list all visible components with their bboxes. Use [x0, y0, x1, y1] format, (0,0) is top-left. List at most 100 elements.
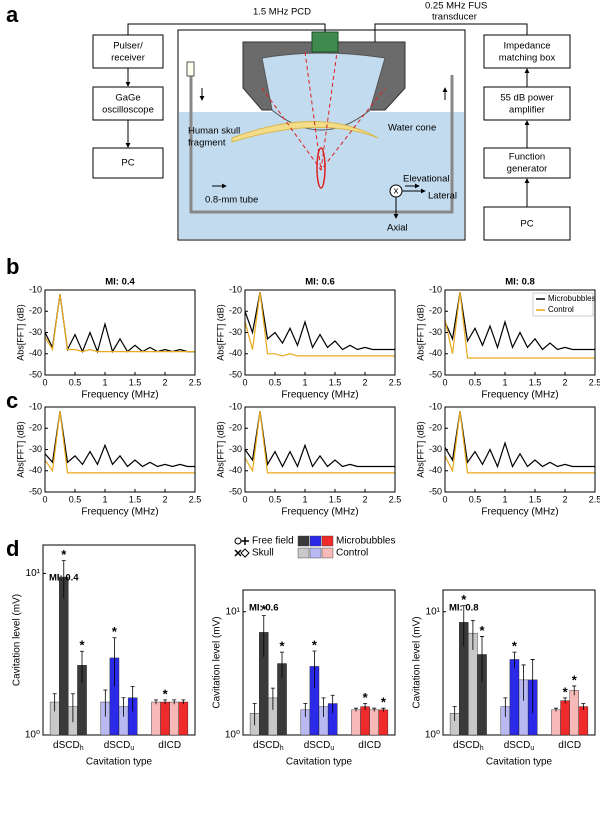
y-tick-label: 10¹ — [426, 606, 441, 617]
pcd-label: 1.5 MHz PCD — [253, 7, 311, 18]
legend-marker — [240, 548, 250, 558]
y-tick-label: -50 — [429, 369, 442, 379]
focal-spot — [316, 147, 326, 189]
legend-label: Microbubbles — [548, 294, 596, 303]
y-tick-label: -40 — [429, 348, 442, 358]
x-axis-label: Cavitation type — [86, 757, 153, 768]
error-bar — [461, 605, 466, 647]
tube-label: 0.8-mm tube — [205, 195, 258, 206]
significance-star: * — [512, 639, 518, 654]
x-tick-label: 2 — [562, 494, 567, 504]
spectrum-line — [445, 411, 595, 469]
category-subscript: h — [480, 745, 484, 752]
panel-label: d — [6, 536, 19, 561]
error-bar — [521, 664, 526, 701]
legend-label: Control — [548, 305, 574, 314]
x-axis-label: Cavitation type — [486, 757, 553, 768]
bar-legend: Free field Skull Microbubbles Control — [234, 536, 395, 559]
error-bar — [470, 620, 475, 650]
x-tick-label: 0 — [242, 377, 247, 387]
error-bar — [553, 707, 558, 712]
error-bar — [330, 694, 335, 714]
y-tick-label: -20 — [29, 423, 42, 433]
y-tick-label: -30 — [29, 444, 42, 454]
y-axis-label: Abs[FFT] (dB) — [215, 421, 225, 478]
error-bar — [181, 699, 186, 705]
box-label: generator — [507, 164, 548, 175]
y-tick-label: -10 — [29, 401, 42, 411]
spectrum-plot: 0 0.5 1 1.5 2 2.5 — [242, 406, 402, 504]
box-label: oscilloscope — [102, 105, 154, 116]
skull-label: fragment — [188, 138, 226, 149]
box-label: receiver — [111, 53, 145, 64]
y-axis-label: Abs[FFT] (dB) — [415, 421, 425, 478]
error-bar — [280, 651, 285, 678]
legend-swatch — [297, 535, 310, 547]
box-label: 55 dB power — [500, 93, 553, 104]
bar — [178, 701, 189, 736]
skull-label: Human skull — [188, 126, 240, 137]
axis-cross: x — [394, 186, 399, 197]
error-bar — [153, 699, 158, 705]
bar — [169, 701, 179, 736]
x-tick-label: 0.5 — [469, 377, 482, 387]
chart-title: MI: 0.6 — [305, 277, 335, 288]
y-tick-label: 10⁰ — [25, 730, 40, 741]
x-tick-label: 2.5 — [389, 494, 402, 504]
y-tick-label: -30 — [229, 327, 242, 337]
error-bar — [503, 697, 508, 717]
x-tick-label: dICD — [358, 740, 381, 751]
bar — [59, 576, 69, 736]
x-tick-label: 0 — [242, 494, 247, 504]
error-bar — [172, 699, 177, 705]
error-bar — [80, 650, 85, 683]
legend-marker — [241, 537, 249, 545]
transducer-label: transducer — [432, 12, 477, 23]
x-tick-label: 1 — [102, 494, 107, 504]
x-tick-label: 0.5 — [269, 377, 282, 387]
y-tick-label: -10 — [429, 401, 442, 411]
error-bar — [480, 636, 485, 682]
legend-marker — [234, 549, 242, 557]
legend-label: Skull — [252, 548, 274, 559]
error-bar — [530, 659, 535, 714]
y-tick-label: -30 — [429, 327, 442, 337]
category-subscript: u — [330, 745, 334, 752]
x-tick-label: dSCDu — [504, 740, 535, 753]
category-name: dSCD — [304, 740, 331, 751]
spectrum-line — [245, 411, 395, 469]
significance-star: * — [112, 624, 118, 639]
bar — [578, 706, 589, 736]
legend-label: Control — [336, 548, 368, 559]
legend-marker — [234, 537, 242, 545]
cable — [374, 23, 528, 42]
y-tick-label: -30 — [29, 327, 42, 337]
spectrum-line — [45, 411, 195, 474]
bar — [360, 706, 370, 736]
y-tick-label: -20 — [429, 306, 442, 316]
x-axis-label: Frequency (MHz) — [281, 507, 358, 518]
spectrum-plot: 0 0.5 1 1.5 2 2.5 — [442, 406, 600, 504]
error-bar — [261, 615, 266, 657]
legend-label: Microbubbles — [336, 536, 395, 547]
y-tick-label: -50 — [229, 369, 242, 379]
bar — [509, 659, 520, 736]
category-name: dSCD — [453, 740, 480, 751]
chart-title: MI: 0.4 — [105, 277, 135, 288]
x-tick-label: 0 — [42, 377, 47, 387]
significance-star: * — [261, 602, 267, 617]
x-axis-label: Frequency (MHz) — [281, 390, 358, 401]
x-tick-label: 0 — [442, 377, 447, 387]
y-tick-label: -10 — [229, 401, 242, 411]
error-bar — [363, 703, 368, 710]
x-axis-label: Frequency (MHz) — [81, 390, 158, 401]
box-label: amplifier — [509, 105, 545, 116]
y-axis-label: Abs[FFT] (dB) — [215, 304, 225, 361]
panel-label: a — [6, 2, 19, 27]
error-bar — [572, 685, 577, 696]
significance-star: * — [363, 690, 369, 705]
error-bar — [353, 707, 358, 712]
category-name: dICD — [558, 740, 581, 751]
significance-star: * — [563, 684, 569, 699]
